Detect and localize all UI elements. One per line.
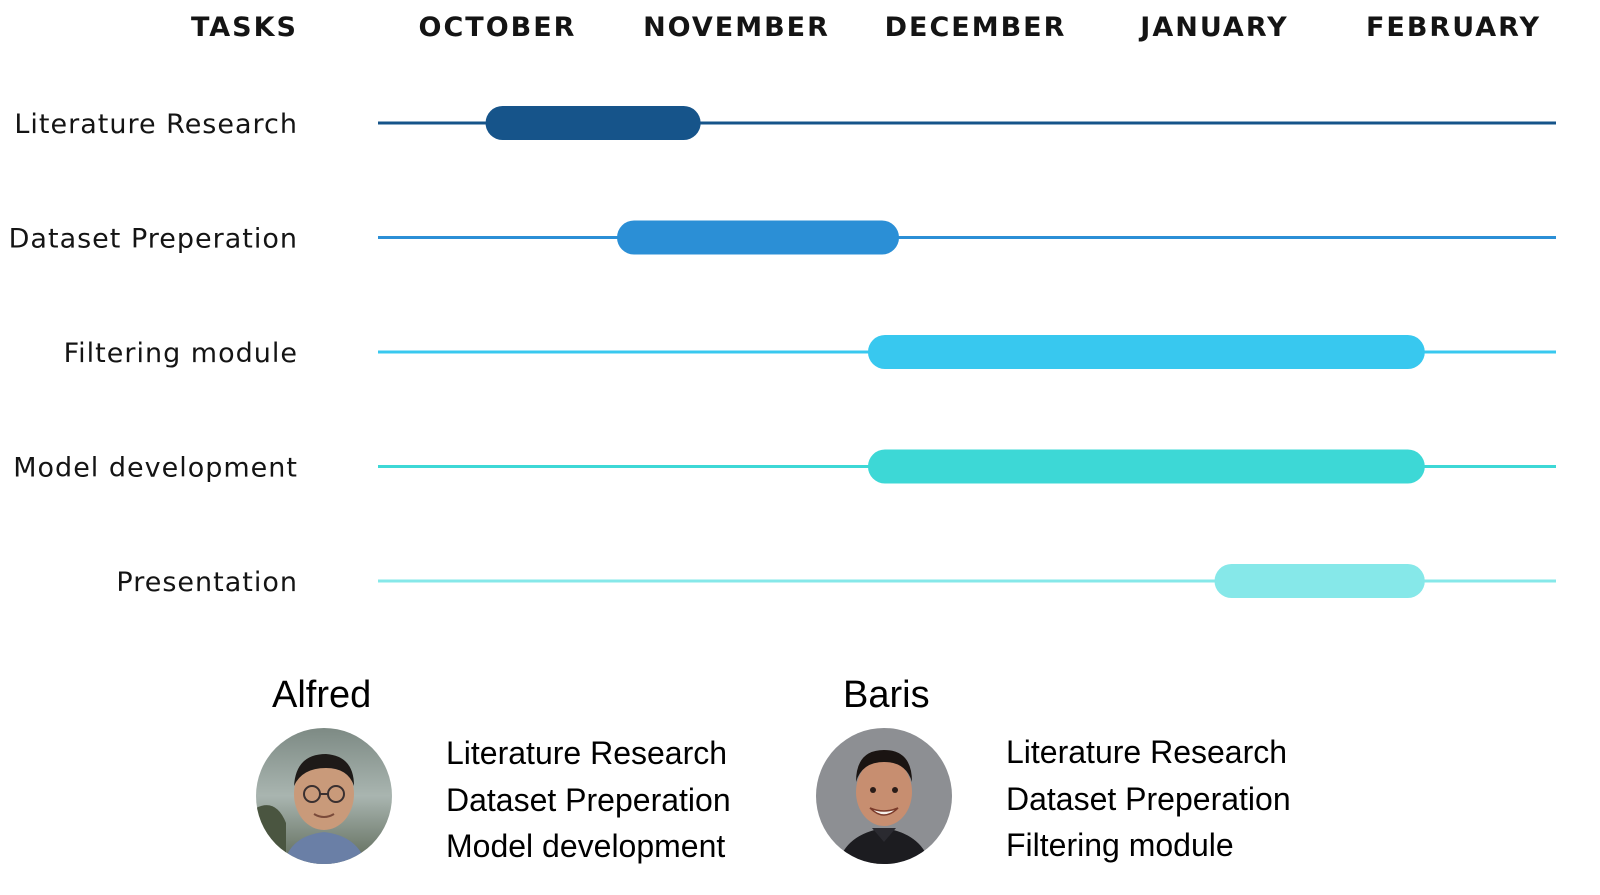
list-item: Literature Research <box>1006 734 1288 770</box>
month-headers: OCTOBER NOVEMBER DECEMBER JANUARY FEBRUARY <box>419 12 1541 43</box>
task-row: Filtering module <box>64 335 1556 369</box>
team-member-name: Baris <box>843 674 930 716</box>
list-item: Filtering module <box>1006 827 1234 863</box>
assigned-task-list: Literature Research Dataset Preperation … <box>446 730 731 870</box>
month-label-november: NOVEMBER <box>643 12 830 43</box>
task-label: Presentation <box>116 567 298 598</box>
task-label: Model development <box>13 453 298 484</box>
list-item: Model development <box>446 828 726 864</box>
task-duration-bar <box>867 449 1425 484</box>
assigned-task-list: Literature Research Dataset Preperation … <box>1006 729 1291 869</box>
task-rows: Literature Research Dataset Preperation Fi… <box>9 106 1556 598</box>
task-duration-bar <box>485 106 701 140</box>
task-label: Dataset Preperation <box>9 224 298 255</box>
team-member-name: Alfred <box>272 674 372 716</box>
avatar <box>256 728 392 864</box>
list-item: Literature Research <box>446 735 728 771</box>
list-item: Dataset Preperation <box>446 781 731 818</box>
task-row: Model development <box>13 449 1556 484</box>
list-item: Dataset Preperation <box>1006 780 1291 817</box>
month-label-december: DECEMBER <box>885 12 1067 43</box>
task-row: Literature Research <box>14 106 1556 140</box>
task-row: Dataset Preperation <box>9 220 1556 255</box>
month-label-october: OCTOBER <box>419 12 577 43</box>
task-label: Literature Research <box>14 109 298 140</box>
task-duration-bar <box>867 335 1425 369</box>
tasks-column-header: TASKS <box>191 12 298 43</box>
gantt-chart: TASKS OCTOBER NOVEMBER DECEMBER JANUARY FEBR… <box>9 12 1556 598</box>
avatar-photo-icon <box>256 728 392 864</box>
task-row: Presentation <box>116 564 1556 598</box>
month-label-january: JANUARY <box>1138 12 1288 43</box>
task-duration-bar <box>1214 564 1425 598</box>
task-duration-bar <box>617 220 900 255</box>
task-label: Filtering module <box>64 338 298 369</box>
avatar-photo-icon <box>816 728 952 864</box>
avatar <box>816 728 952 864</box>
month-label-february: FEBRUARY <box>1366 12 1541 43</box>
